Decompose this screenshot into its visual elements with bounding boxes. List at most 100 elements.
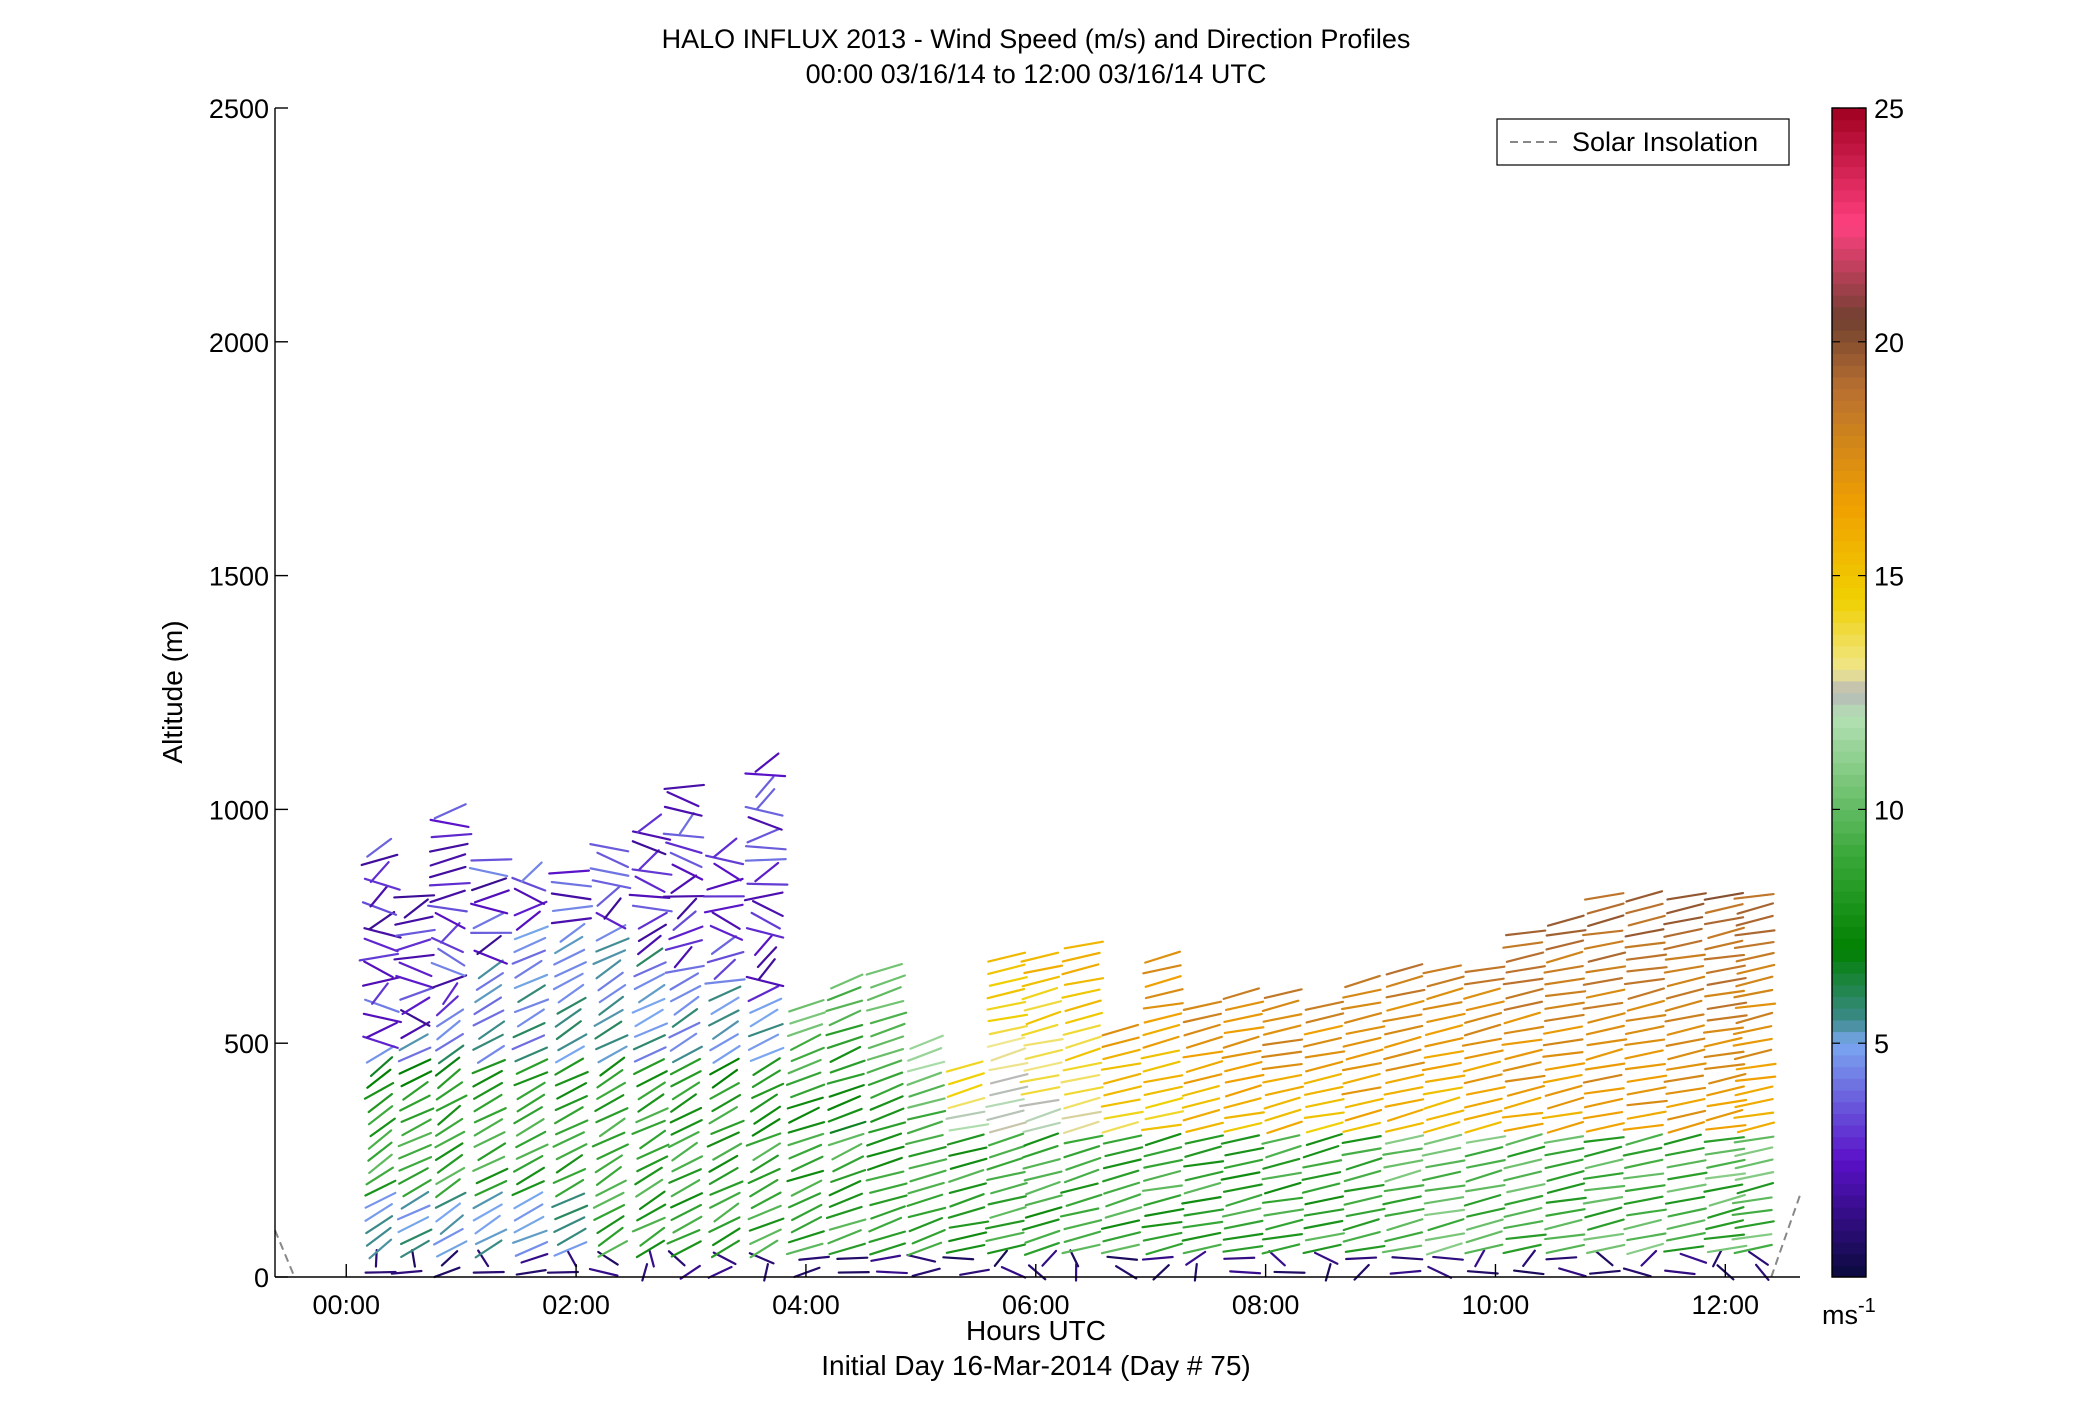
colorbar-swatch	[1832, 1019, 1866, 1033]
wind-barb	[990, 1181, 1028, 1195]
wind-barb	[1624, 928, 1665, 938]
wind-barb	[1220, 1134, 1261, 1145]
wind-barb	[1101, 1023, 1140, 1037]
wind-barb	[711, 1068, 739, 1089]
wind-barb	[671, 1008, 699, 1028]
solar-insolation-line	[274, 1194, 1801, 1278]
colorbar-swatch	[1832, 1230, 1866, 1243]
wind-barb	[1421, 1146, 1462, 1157]
wind-barb	[911, 1229, 946, 1245]
wind-barb	[668, 925, 704, 941]
wind-barb	[1586, 902, 1625, 915]
wind-barb	[1382, 1147, 1423, 1156]
wind-barb	[1143, 1194, 1182, 1207]
wind-barb	[437, 947, 466, 967]
wind-barb	[670, 1240, 702, 1258]
wind-barb	[1466, 1207, 1506, 1218]
wind-barb	[550, 880, 593, 888]
wind-barb	[828, 1192, 863, 1208]
wind-barb	[667, 1130, 700, 1149]
wind-barb	[1667, 1207, 1707, 1218]
wind-barb	[1303, 1072, 1343, 1085]
wind-barb	[1263, 1181, 1302, 1195]
wind-barb	[1733, 892, 1775, 900]
wind-barb	[433, 1266, 461, 1279]
wind-barb	[1736, 1121, 1776, 1134]
wind-barb	[395, 974, 433, 989]
wind-barb	[1142, 1060, 1181, 1073]
wind-barb	[1461, 1037, 1503, 1047]
wind-barb	[1704, 903, 1744, 914]
wind-barb	[711, 1093, 742, 1113]
wind-barb	[435, 1032, 465, 1052]
wind-barb	[554, 1106, 584, 1125]
wind-barb	[1061, 1110, 1102, 1120]
colorbar-swatch	[1832, 563, 1866, 577]
colorbar-swatch	[1832, 517, 1866, 530]
wind-barb	[1261, 1050, 1303, 1059]
wind-barb	[1222, 1232, 1264, 1241]
wind-barb	[790, 1033, 822, 1051]
wind-barb	[1667, 1048, 1706, 1061]
wind-barb	[1505, 951, 1545, 963]
wind-barb	[1224, 1060, 1263, 1073]
wind-barb	[1268, 1250, 1286, 1267]
wind-barb	[515, 1058, 549, 1075]
wind-barb	[635, 1178, 664, 1198]
wind-barb	[1426, 1109, 1465, 1121]
wind-barb	[471, 1058, 506, 1075]
wind-barb	[603, 897, 622, 920]
colorbar-swatch	[1832, 295, 1866, 308]
wind-barb	[435, 995, 459, 1017]
wind-barb	[361, 901, 398, 916]
wind-barb	[708, 1216, 741, 1233]
wind-barb	[665, 841, 703, 855]
wind-barb	[664, 964, 705, 974]
wind-barb	[1421, 1061, 1462, 1072]
wind-barb	[403, 898, 429, 919]
wind-barb	[1301, 1182, 1341, 1194]
wind-barb	[1265, 1144, 1302, 1159]
wind-barb	[566, 1249, 578, 1268]
wind-barb	[511, 949, 546, 965]
wind-barb	[1100, 1243, 1140, 1255]
wind-barb	[1193, 1262, 1198, 1282]
wind-barb	[713, 862, 742, 882]
wind-barb	[793, 1266, 821, 1278]
wind-barb	[1545, 1243, 1586, 1255]
wind-barb	[986, 1170, 1026, 1182]
colorbar-swatch	[1832, 762, 1866, 775]
wind-barb	[754, 752, 780, 773]
wind-barb	[869, 1011, 908, 1025]
wind-barb	[1706, 1085, 1745, 1097]
wind-barb	[468, 866, 509, 878]
wind-barb	[945, 1243, 986, 1254]
colorbar-swatch	[1832, 937, 1866, 951]
wind-barb	[947, 1096, 986, 1110]
wind-barb	[1345, 1207, 1386, 1218]
wind-barb	[1340, 1001, 1382, 1011]
colorbar-swatch	[1832, 926, 1866, 939]
wind-barb	[1140, 1049, 1181, 1060]
wind-barb	[709, 1180, 744, 1196]
wind-barb	[1181, 1196, 1222, 1205]
wind-barb	[1625, 953, 1668, 961]
wind-barb	[1303, 1219, 1344, 1230]
wind-barb	[1626, 999, 1665, 1012]
wind-barb	[633, 1058, 665, 1076]
wind-barb	[1732, 1025, 1773, 1036]
wind-barb	[1145, 1097, 1184, 1109]
wind-barb	[1023, 1241, 1060, 1256]
wind-barb	[671, 1141, 698, 1162]
wind-barb	[1141, 1184, 1183, 1192]
wind-barb	[1063, 1168, 1100, 1184]
colorbar-swatch	[1832, 1089, 1866, 1103]
wind-barb	[362, 1035, 399, 1049]
wind-barb	[471, 877, 508, 892]
wind-barb	[1666, 1219, 1706, 1231]
wind-barb	[597, 971, 624, 992]
wind-barb	[875, 1270, 908, 1275]
wind-barb	[433, 803, 467, 820]
wind-barb	[709, 1191, 741, 1209]
wind-barb	[1384, 1035, 1422, 1049]
